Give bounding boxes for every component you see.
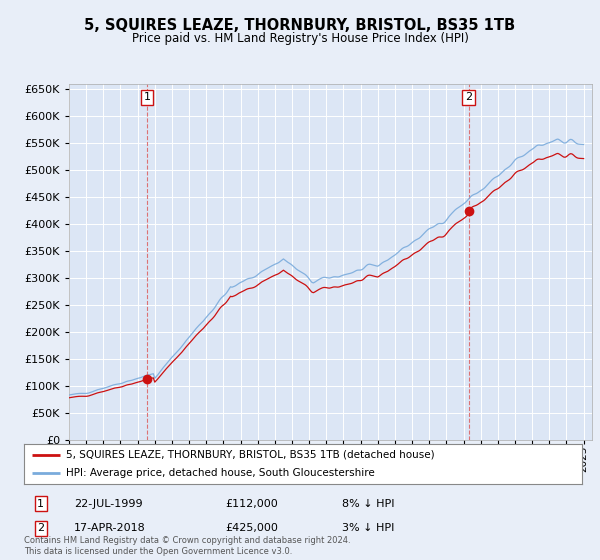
- Text: 2: 2: [465, 92, 472, 102]
- Text: 8% ↓ HPI: 8% ↓ HPI: [342, 498, 395, 508]
- Text: 17-APR-2018: 17-APR-2018: [74, 523, 146, 533]
- Text: 22-JUL-1999: 22-JUL-1999: [74, 498, 143, 508]
- Text: 5, SQUIRES LEAZE, THORNBURY, BRISTOL, BS35 1TB: 5, SQUIRES LEAZE, THORNBURY, BRISTOL, BS…: [85, 18, 515, 33]
- Text: £112,000: £112,000: [225, 498, 278, 508]
- Text: £425,000: £425,000: [225, 523, 278, 533]
- Text: 3% ↓ HPI: 3% ↓ HPI: [342, 523, 394, 533]
- Text: 2: 2: [37, 523, 44, 533]
- Text: Price paid vs. HM Land Registry's House Price Index (HPI): Price paid vs. HM Land Registry's House …: [131, 32, 469, 45]
- Text: 1: 1: [37, 498, 44, 508]
- Text: 5, SQUIRES LEAZE, THORNBURY, BRISTOL, BS35 1TB (detached house): 5, SQUIRES LEAZE, THORNBURY, BRISTOL, BS…: [66, 450, 434, 460]
- Text: 1: 1: [143, 92, 151, 102]
- Text: HPI: Average price, detached house, South Gloucestershire: HPI: Average price, detached house, Sout…: [66, 468, 374, 478]
- Text: Contains HM Land Registry data © Crown copyright and database right 2024.
This d: Contains HM Land Registry data © Crown c…: [24, 536, 350, 556]
